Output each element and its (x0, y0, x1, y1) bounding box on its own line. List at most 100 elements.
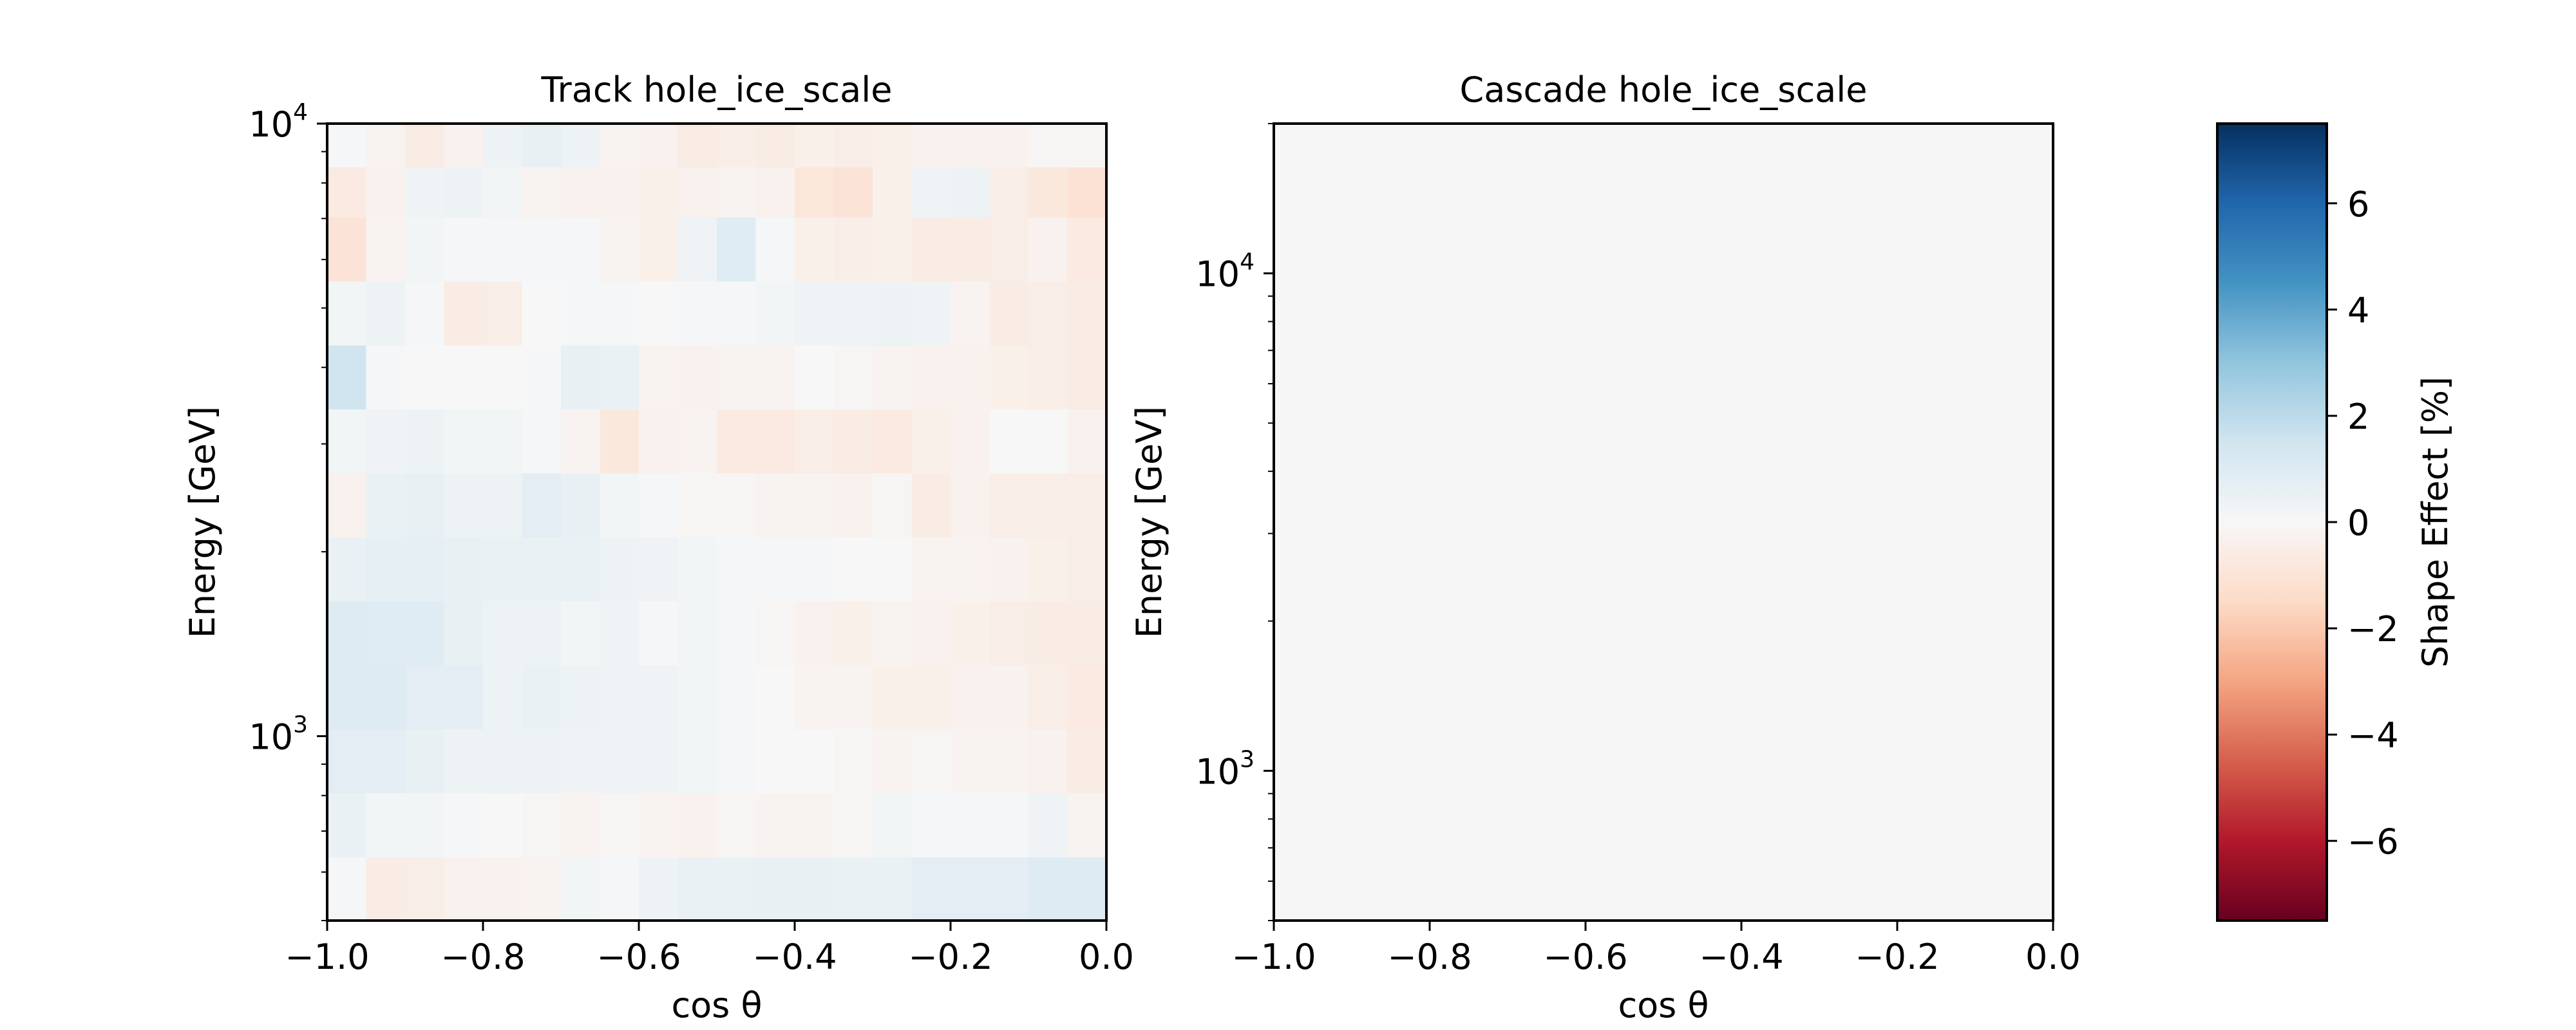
heatmap-cell (677, 345, 717, 409)
cascade-heatmap-panel: −1.0 −0.8 −0.6 −0.4 −0.2 0.0 103 104 Cascade h… (1129, 70, 2081, 1025)
heatmap-cell (639, 473, 679, 538)
heatmap-cell (522, 792, 562, 857)
heatmap-cell (561, 537, 601, 602)
heatmap-cell (561, 792, 601, 857)
heatmap-cell (795, 664, 835, 729)
heatmap-cell (717, 664, 757, 729)
heatmap-cell (1067, 167, 1107, 218)
heatmap-cell (911, 601, 951, 666)
heatmap-cell (600, 409, 639, 474)
heatmap-cell (522, 857, 562, 921)
heatmap-cell (833, 792, 873, 857)
heatmap-cell (1067, 601, 1107, 666)
heatmap-cell (522, 281, 562, 346)
heatmap-cell (600, 281, 639, 346)
heatmap-cell (989, 167, 1029, 218)
heatmap-cell (989, 124, 1029, 167)
heatmap-cell (911, 729, 951, 794)
heatmap-cell (1067, 664, 1107, 729)
heatmap-cell (600, 473, 639, 538)
heatmap-cell (561, 167, 601, 218)
heatmap-cell (366, 792, 406, 857)
cascade-x-tick-label: −0.8 (1387, 937, 1472, 977)
heatmap-cell (989, 601, 1029, 666)
heatmap-cell (755, 409, 795, 474)
heatmap-cell (1028, 601, 1068, 666)
heatmap-cell (639, 217, 679, 282)
heatmap-cell (483, 167, 523, 218)
heatmap-cell (561, 729, 601, 794)
heatmap-cell (873, 857, 913, 921)
heatmap-cell (639, 792, 679, 857)
heatmap-cell (561, 345, 601, 409)
heatmap-cell (561, 124, 601, 167)
heatmap-cell (873, 729, 913, 794)
track-title: Track hole_ice_scale (540, 70, 892, 110)
heatmap-cell (873, 345, 913, 409)
heatmap-cell (951, 124, 990, 167)
heatmap-cell (1067, 729, 1107, 794)
heatmap-cell (873, 217, 913, 282)
heatmap-cell (755, 281, 795, 346)
heatmap-cell (483, 473, 523, 538)
heatmap-cell (795, 601, 835, 666)
heatmap-cell (717, 601, 757, 666)
heatmap-cell (755, 167, 795, 218)
heatmap-cell (1028, 409, 1068, 474)
heatmap-cell (522, 217, 562, 282)
track-heatmap-cells (327, 124, 1107, 921)
cascade-x-ticks: −1.0 −0.8 −0.6 −0.4 −0.2 0.0 (1231, 921, 2081, 977)
heatmap-cell (366, 217, 406, 282)
heatmap-cell (1067, 409, 1107, 474)
heatmap-cell (600, 345, 639, 409)
heatmap-cell (951, 792, 990, 857)
heatmap-cell (989, 281, 1029, 346)
heatmap-cell (639, 537, 679, 602)
heatmap-cell (1067, 217, 1107, 282)
heatmap-cell (795, 217, 835, 282)
heatmap-cell (366, 601, 406, 666)
heatmap-cell (989, 473, 1029, 538)
heatmap-cell (677, 537, 717, 602)
heatmap-cell (911, 124, 951, 167)
heatmap-cell (639, 601, 679, 666)
heatmap-cell (561, 601, 601, 666)
heatmap-cell (483, 345, 523, 409)
heatmap-cell (327, 409, 367, 474)
heatmap-cell (327, 281, 367, 346)
heatmap-cell (483, 664, 523, 729)
heatmap-cell (366, 664, 406, 729)
heatmap-cell (327, 217, 367, 282)
heatmap-cell (327, 473, 367, 538)
heatmap-cell (1067, 281, 1107, 346)
heatmap-cell (833, 345, 873, 409)
heatmap-cell (405, 167, 445, 218)
heatmap-cell (444, 664, 484, 729)
heatmap-cell (677, 409, 717, 474)
heatmap-cell (366, 167, 406, 218)
heatmap-cell (522, 345, 562, 409)
heatmap-cell (444, 792, 484, 857)
heatmap-cell (677, 664, 717, 729)
heatmap-cell (1028, 857, 1068, 921)
heatmap-cell (677, 601, 717, 666)
heatmap-cell (366, 281, 406, 346)
heatmap-cell (561, 857, 601, 921)
heatmap-cell (1067, 537, 1107, 602)
heatmap-cell (327, 857, 367, 921)
heatmap-cell (795, 857, 835, 921)
heatmap-cell (366, 537, 406, 602)
track-x-tick-label: 0.0 (1079, 937, 1134, 977)
heatmap-cell (795, 167, 835, 218)
heatmap-cell (1067, 124, 1107, 167)
heatmap-cell (717, 857, 757, 921)
heatmap-cell (405, 664, 445, 729)
heatmap-cell (717, 729, 757, 794)
heatmap-cell (989, 345, 1029, 409)
heatmap-cell (366, 345, 406, 409)
heatmap-cell (561, 664, 601, 729)
heatmap-cell (755, 601, 795, 666)
heatmap-cell (951, 664, 990, 729)
heatmap-cell (405, 537, 445, 602)
heatmap-cell (405, 217, 445, 282)
